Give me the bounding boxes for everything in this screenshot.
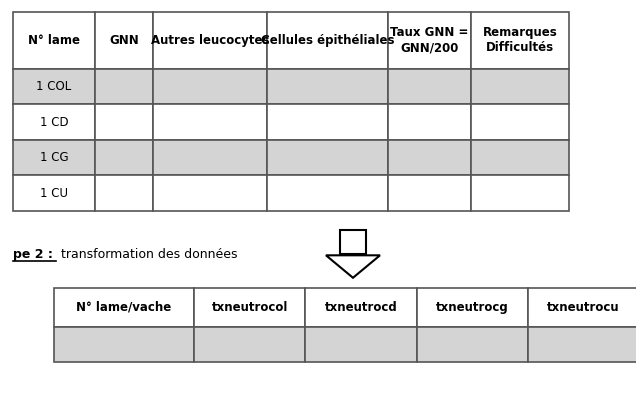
Bar [388,175,471,211]
Bar [471,175,569,211]
Bar [54,327,194,362]
Bar [13,140,95,175]
Bar [388,140,471,175]
Bar [13,104,95,140]
Bar [95,140,153,175]
Bar [153,175,267,211]
Text: Taux GNN =
GNN/200: Taux GNN = GNN/200 [390,26,469,54]
Bar [13,69,95,104]
Text: txneutrocu: txneutrocu [547,301,620,314]
Text: txneutrocg: txneutrocg [436,301,509,314]
Text: txneutrocd: txneutrocd [324,301,398,314]
Text: N° lame/vache: N° lame/vache [76,301,172,314]
Bar [305,288,417,327]
Bar [305,327,417,362]
Bar [194,327,305,362]
Text: Cellules épithéliales: Cellules épithéliales [261,34,394,47]
Text: 1 COL: 1 COL [36,80,72,93]
Text: 1 CG: 1 CG [39,151,69,164]
Bar [471,104,569,140]
Bar [267,104,388,140]
Bar [194,288,305,327]
Polygon shape [326,255,380,278]
Bar [528,288,636,327]
Text: transformation des données: transformation des données [57,248,238,260]
Bar [267,140,388,175]
Bar [340,230,366,254]
Bar [95,12,153,69]
Bar [95,69,153,104]
Text: 1 CU: 1 CU [40,187,68,199]
Text: Autres leucocytes: Autres leucocytes [151,34,269,47]
Bar [471,12,569,69]
Bar [388,104,471,140]
Bar [417,288,528,327]
Bar [13,175,95,211]
Bar [417,327,528,362]
Bar [267,69,388,104]
Bar [95,175,153,211]
Text: 1 CD: 1 CD [39,116,69,128]
Bar [471,140,569,175]
Text: N° lame: N° lame [28,34,80,47]
Text: GNN: GNN [109,34,139,47]
Bar [54,288,194,327]
Bar [95,104,153,140]
Bar [13,12,95,69]
Bar [153,12,267,69]
Bar [153,104,267,140]
Bar [153,69,267,104]
Text: pe 2 :: pe 2 : [13,248,53,260]
Text: txneutrocol: txneutrocol [211,301,288,314]
Bar [267,12,388,69]
Bar [528,327,636,362]
Bar [388,69,471,104]
Bar [267,175,388,211]
Bar [388,12,471,69]
Text: Remarques
Difficultés: Remarques Difficultés [483,26,557,54]
Bar [471,69,569,104]
Bar [153,140,267,175]
